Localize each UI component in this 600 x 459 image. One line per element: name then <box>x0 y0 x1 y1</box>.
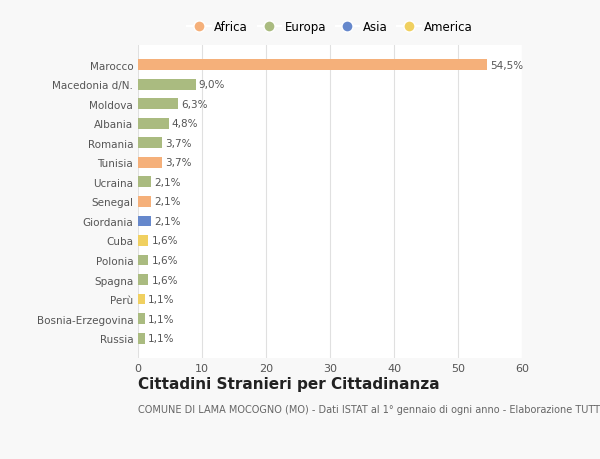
Text: 2,1%: 2,1% <box>155 178 181 187</box>
Bar <box>138 118 169 129</box>
Text: 1,6%: 1,6% <box>151 256 178 265</box>
Text: 1,1%: 1,1% <box>148 314 175 324</box>
Bar <box>138 216 151 227</box>
Bar <box>138 79 196 90</box>
Legend: Africa, Europa, Asia, America: Africa, Europa, Asia, America <box>182 16 478 38</box>
Bar <box>138 177 151 188</box>
Text: 3,7%: 3,7% <box>165 139 191 148</box>
Text: COMUNE DI LAMA MOCOGNO (MO) - Dati ISTAT al 1° gennaio di ogni anno - Elaborazio: COMUNE DI LAMA MOCOGNO (MO) - Dati ISTAT… <box>138 404 600 414</box>
Bar <box>138 138 161 149</box>
Bar <box>138 157 161 168</box>
Bar <box>138 313 145 325</box>
Bar <box>138 294 145 305</box>
Text: 4,8%: 4,8% <box>172 119 199 129</box>
Bar <box>138 255 148 266</box>
Text: 3,7%: 3,7% <box>165 158 191 168</box>
Bar <box>138 196 151 207</box>
Text: 6,3%: 6,3% <box>182 100 208 109</box>
Text: 9,0%: 9,0% <box>199 80 225 90</box>
Bar <box>138 235 148 246</box>
Bar <box>138 60 487 71</box>
Bar <box>138 274 148 285</box>
Bar <box>138 333 145 344</box>
Text: 2,1%: 2,1% <box>155 197 181 207</box>
Text: 1,1%: 1,1% <box>148 295 175 304</box>
Text: 54,5%: 54,5% <box>490 61 523 70</box>
Bar <box>138 99 178 110</box>
Text: 1,6%: 1,6% <box>151 275 178 285</box>
Text: Cittadini Stranieri per Cittadinanza: Cittadini Stranieri per Cittadinanza <box>138 376 440 392</box>
Text: 1,1%: 1,1% <box>148 334 175 343</box>
Text: 1,6%: 1,6% <box>151 236 178 246</box>
Text: 2,1%: 2,1% <box>155 217 181 226</box>
